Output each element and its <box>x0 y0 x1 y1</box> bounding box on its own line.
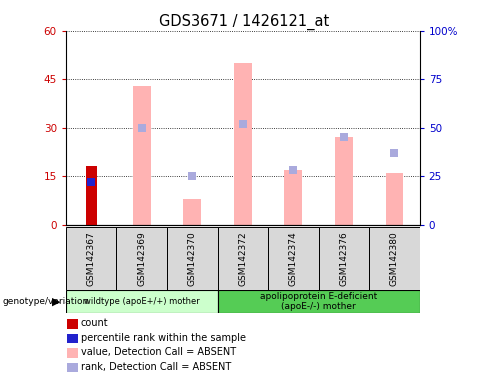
Bar <box>319 227 369 290</box>
Text: GSM142380: GSM142380 <box>390 231 399 286</box>
Text: rank, Detection Call = ABSENT: rank, Detection Call = ABSENT <box>81 362 231 372</box>
Text: GSM142374: GSM142374 <box>289 231 298 286</box>
Bar <box>268 227 319 290</box>
Text: GSM142367: GSM142367 <box>87 231 96 286</box>
Text: GSM142372: GSM142372 <box>238 231 247 286</box>
Text: ▶: ▶ <box>52 296 61 306</box>
Text: apolipoprotein E-deficient
(apoE-/-) mother: apolipoprotein E-deficient (apoE-/-) mot… <box>260 292 377 311</box>
Text: GDS3671 / 1426121_at: GDS3671 / 1426121_at <box>159 13 329 30</box>
Bar <box>66 227 117 290</box>
Bar <box>85 167 97 225</box>
Bar <box>234 63 252 225</box>
Text: GSM142369: GSM142369 <box>137 231 146 286</box>
Bar <box>285 170 302 225</box>
Bar <box>183 199 201 225</box>
Bar <box>218 227 268 290</box>
Bar <box>335 137 353 225</box>
Bar <box>66 290 218 313</box>
Text: GSM142370: GSM142370 <box>188 231 197 286</box>
Bar <box>386 173 403 225</box>
Text: wildtype (apoE+/+) mother: wildtype (apoE+/+) mother <box>84 297 200 306</box>
Text: genotype/variation: genotype/variation <box>2 297 89 306</box>
Bar <box>369 227 420 290</box>
Text: value, Detection Call = ABSENT: value, Detection Call = ABSENT <box>81 347 236 357</box>
Text: percentile rank within the sample: percentile rank within the sample <box>81 333 245 343</box>
Bar <box>218 290 420 313</box>
Text: GSM142376: GSM142376 <box>339 231 348 286</box>
Text: count: count <box>81 318 108 328</box>
Bar <box>167 227 218 290</box>
Bar <box>117 227 167 290</box>
Bar <box>133 86 150 225</box>
